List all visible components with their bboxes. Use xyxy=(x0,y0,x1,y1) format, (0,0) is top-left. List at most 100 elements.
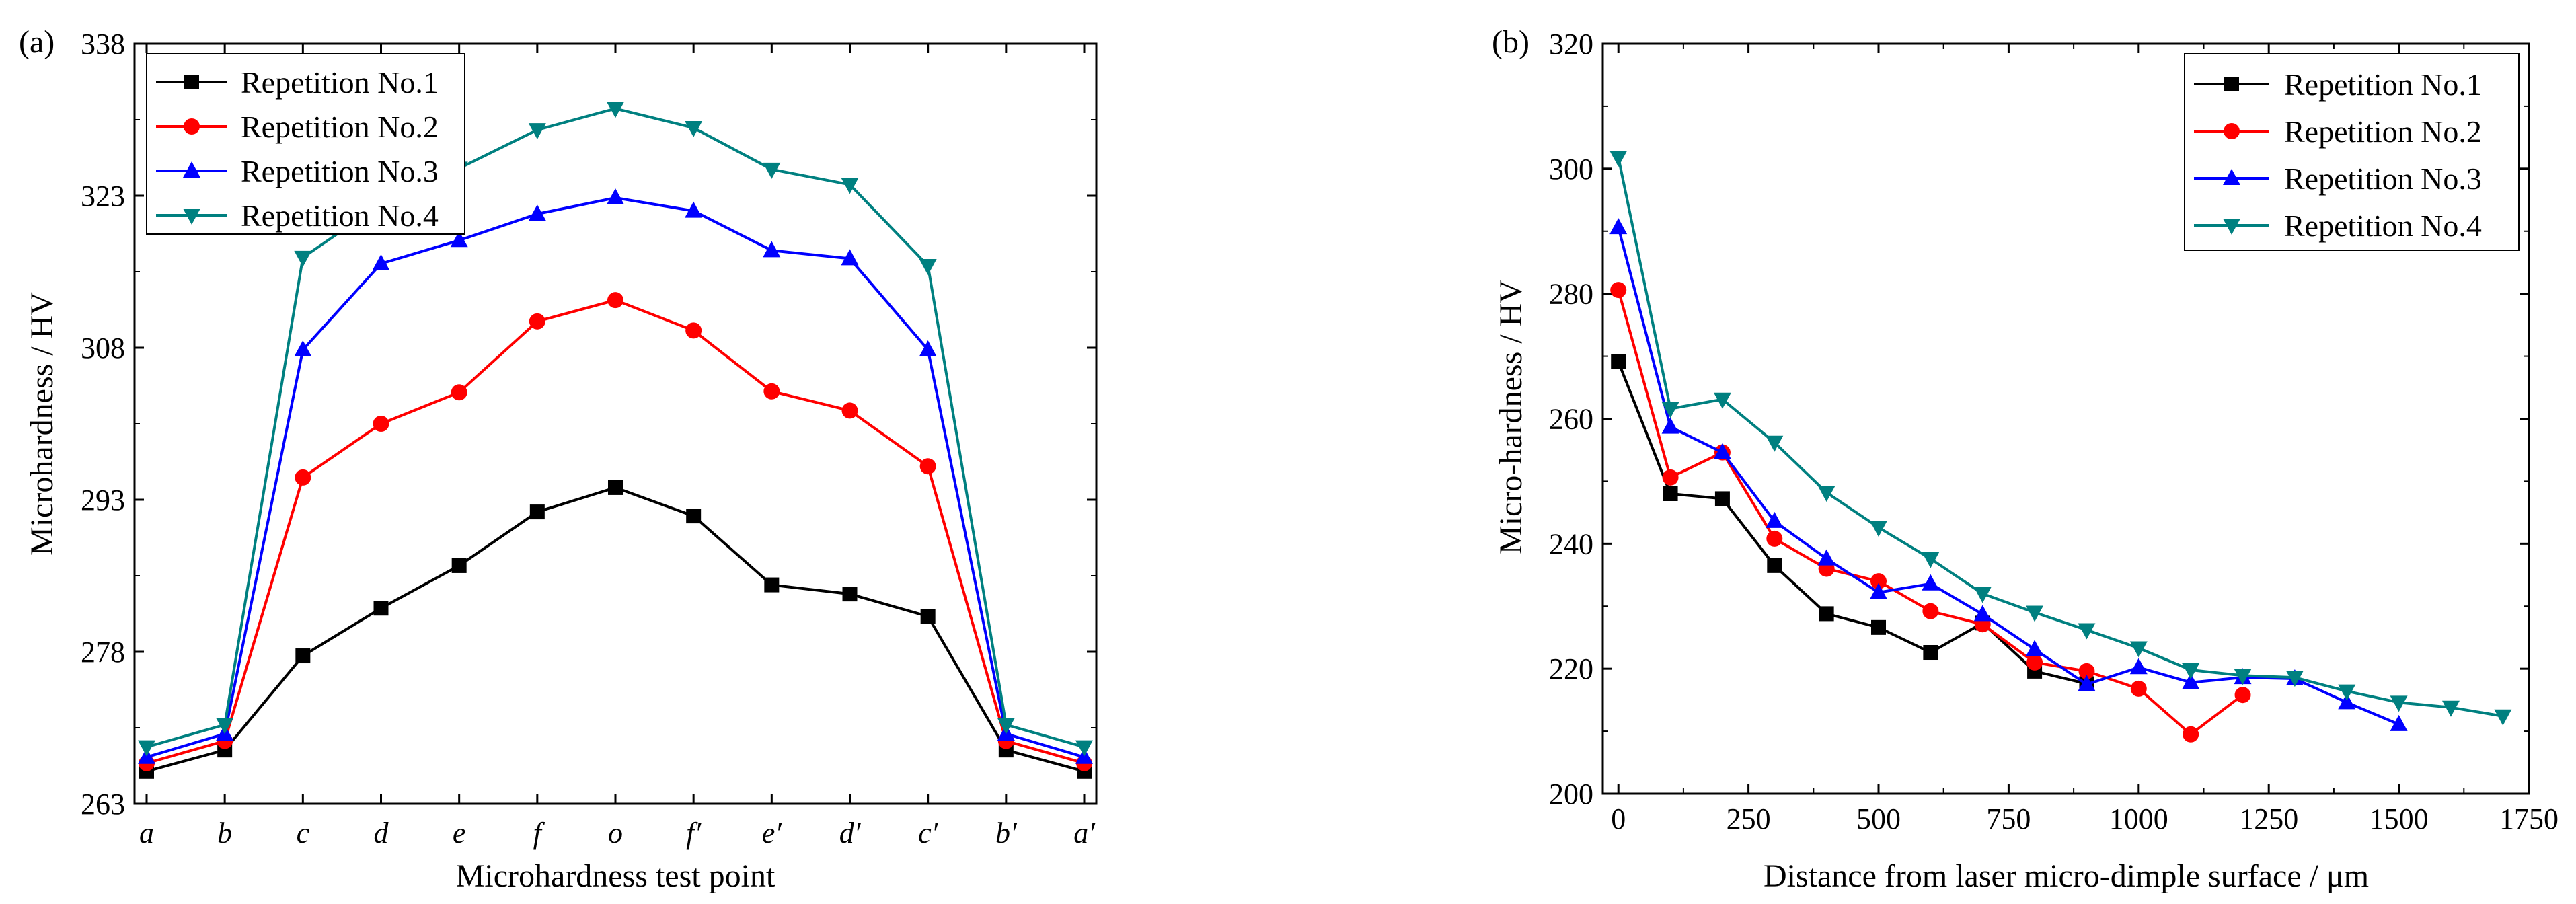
plot-a-data-point xyxy=(451,558,467,573)
plot-a-y-tick-label: 308 xyxy=(81,332,125,365)
plot-b-series-line xyxy=(1617,157,2503,718)
plot-a-data-point xyxy=(607,102,624,118)
plot-b-data-point xyxy=(1609,151,1628,167)
plot-b-data-point xyxy=(1611,354,1626,369)
plot-a-legend-label: Repetition No.3 xyxy=(241,154,439,188)
plot-b-series-line xyxy=(1617,361,2087,685)
plot-a-data-point xyxy=(451,384,467,401)
plot-a-data-point xyxy=(841,178,859,194)
plot-b-series-4 xyxy=(1609,151,2512,726)
plot-a-x-tick-label: a xyxy=(139,817,154,850)
plot-a-y-tick-label: 263 xyxy=(81,788,125,821)
plot-a-data-point xyxy=(373,601,389,616)
plot-a-legend-marker xyxy=(184,75,199,89)
plot-a-data-point xyxy=(528,123,546,140)
plot-b-data-point xyxy=(1766,435,1784,452)
plot-a-ticks: 263 278 293 308 323 338 a b c d e f o f′ e′ d′ c′ b′ a′ xyxy=(81,28,1096,850)
plot-b-data-point xyxy=(2338,684,2356,701)
plot-a-data-point xyxy=(919,258,937,275)
plot-a-data-point xyxy=(529,313,545,330)
plot-a-legend-marker xyxy=(184,118,200,135)
plot-a-data-point xyxy=(842,587,858,602)
plot-a-legend-marker xyxy=(183,161,200,178)
plot-a-data-point xyxy=(528,204,546,221)
plot-a-data-point xyxy=(295,648,311,664)
plot-a-legend-label: Repetition No.4 xyxy=(241,198,439,233)
panel-a-label: (a) xyxy=(19,24,54,60)
plot-a-data-point xyxy=(919,340,937,357)
plot-b-data-point xyxy=(2494,709,2512,726)
plot-a-data-point xyxy=(686,509,702,524)
plot-a-legend-entry: Repetition No.4 xyxy=(156,198,439,233)
panel-b: (b) Micro-hardness / HV Distance from la… xyxy=(1492,24,2559,894)
plot-a-x-tick-label: d′ xyxy=(839,817,862,850)
plot-a-data-point xyxy=(763,241,781,258)
plot-b-data-point xyxy=(2390,714,2408,731)
plot-b-ticks: 200 220 240 260 280 300 320 0 250 500 750 1000 1250 1… xyxy=(1549,28,2559,835)
plot-a-series-2 xyxy=(139,292,1092,771)
plot-a-legend-entry: Repetition No.1 xyxy=(156,65,439,100)
plot-a-series-1 xyxy=(139,480,1092,779)
plot-a-x-tick-label: e xyxy=(453,817,466,850)
plot-b-data-point xyxy=(1922,603,1939,619)
plot-b-series-3 xyxy=(1609,218,2408,731)
plot-b-legend-marker xyxy=(2223,219,2240,235)
plot-a-data-point xyxy=(607,292,623,309)
plot-b-data-point xyxy=(1922,574,1940,591)
plot-a-x-tick-label: b xyxy=(217,817,232,850)
plot-b-data-point xyxy=(1923,645,1938,661)
plot-b-data-point xyxy=(1922,552,1940,568)
plot-b-x-tick-label: 750 xyxy=(1986,802,2031,835)
plot-b-data-point xyxy=(1817,549,1835,566)
plot-b-data-point xyxy=(2285,671,2304,687)
plot-b-data-point xyxy=(1870,582,1888,599)
plot-a-y-tick-label: 338 xyxy=(81,28,125,61)
plot-a-y-tick-label: 293 xyxy=(81,484,125,517)
plot-b-series xyxy=(1609,151,2512,743)
plot-b-data-point xyxy=(2234,669,2252,685)
plot-b-data-point xyxy=(2390,695,2408,712)
plot-b-data-point xyxy=(2026,605,2044,622)
plot-b-legend: Repetition No.1 Repetition No.2 Repetition… xyxy=(2184,53,2520,251)
plot-b-data-point xyxy=(1713,443,1731,459)
plot-a-y-tick-label: 323 xyxy=(81,180,125,213)
plot-b-series-line xyxy=(1617,289,2244,737)
plot-b-legend-label: Repetition No.2 xyxy=(2284,114,2482,149)
plot-a-data-point xyxy=(607,188,624,205)
plot-a-data-point xyxy=(372,254,390,270)
plot-b-legend-label: Repetition No.4 xyxy=(2284,209,2482,243)
plot-a-data-point xyxy=(685,201,703,218)
plot-b-data-point xyxy=(1870,521,1888,537)
plot-b-data-point xyxy=(2338,693,2356,710)
plot-b-data-point xyxy=(1609,218,1628,235)
plot-a-data-point xyxy=(685,121,703,138)
plot-b-data-point xyxy=(1870,573,1887,590)
plot-b-data-point xyxy=(2129,641,2148,658)
plot-a-series xyxy=(138,102,1093,779)
plot-b-legend-entry: Repetition No.3 xyxy=(2194,161,2482,196)
plot-b-legend-entry: Repetition No.1 xyxy=(2194,67,2482,102)
plot-b-legend-marker xyxy=(2223,169,2240,185)
plot-b-data-point xyxy=(1663,486,1678,501)
plot-b-x-tick-label: 1500 xyxy=(2370,802,2429,835)
plot-a-x-tick-label: c′ xyxy=(918,817,939,850)
plot-b-data-point xyxy=(2129,658,2148,675)
plot-b-data-point xyxy=(1817,486,1835,502)
plot-b-data-point xyxy=(1767,558,1782,573)
plot-b-data-point xyxy=(2078,623,2096,640)
plot-b-data-point xyxy=(1973,605,1992,622)
plot-a-data-point xyxy=(763,162,781,179)
plot-a-x-tick-label: d xyxy=(374,817,389,850)
plot-b-data-point xyxy=(1661,402,1679,418)
plot-a-y-axis-label: Microhardness / HV xyxy=(24,292,60,556)
plot-a-x-tick-label: f xyxy=(533,817,545,850)
plot-a-data-point xyxy=(685,322,702,339)
plot-b-y-tick-label: 220 xyxy=(1549,652,1593,685)
plot-b-x-tick-label: 1000 xyxy=(2109,802,2168,835)
plot-b-data-point xyxy=(2182,663,2200,680)
plot-a-legend: Repetition No.1 Repetition No.2 Repetition… xyxy=(146,53,465,235)
plot-b-legend-marker xyxy=(2224,77,2239,91)
plot-b-legend-entry: Repetition No.4 xyxy=(2194,209,2482,243)
plot-b-data-point xyxy=(1871,619,1887,635)
